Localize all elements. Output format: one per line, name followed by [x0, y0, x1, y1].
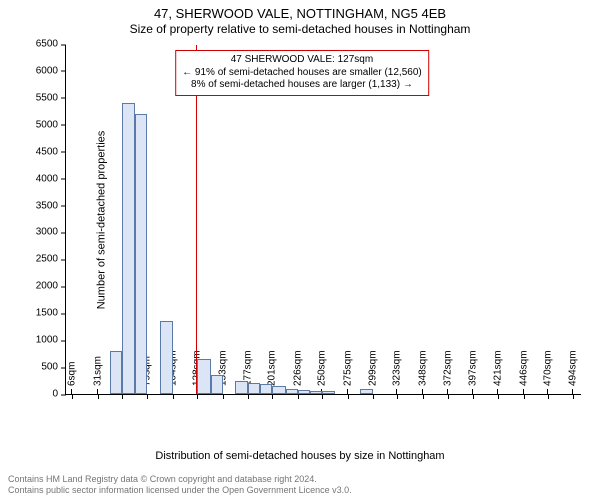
histogram-bar	[360, 389, 372, 394]
x-tick-mark	[322, 394, 323, 399]
x-tick-mark	[98, 394, 99, 399]
histogram-bar	[110, 351, 122, 394]
x-tick-mark	[147, 394, 148, 399]
footer-attribution: Contains HM Land Registry data © Crown c…	[8, 474, 352, 496]
x-tick-mark	[122, 394, 123, 399]
x-tick-mark	[524, 394, 525, 399]
x-tick: 31sqm	[92, 356, 103, 394]
x-tick: 372sqm	[442, 350, 453, 394]
histogram-bar	[272, 386, 285, 394]
annotation-box: 47 SHERWOOD VALE: 127sqm← 91% of semi-de…	[175, 50, 429, 96]
y-tick: 4500	[36, 146, 66, 157]
x-tick: 348sqm	[417, 350, 428, 394]
y-axis-label: Number of semi-detached properties	[95, 131, 107, 310]
histogram-bar	[235, 381, 247, 394]
histogram-bar	[322, 391, 334, 394]
y-tick: 3000	[36, 227, 66, 238]
x-tick: 323sqm	[392, 350, 403, 394]
y-tick: 2000	[36, 281, 66, 292]
y-tick: 0	[52, 389, 66, 400]
annotation-line: ← 91% of semi-detached houses are smalle…	[182, 67, 422, 80]
x-tick-mark	[173, 394, 174, 399]
x-tick-mark	[498, 394, 499, 399]
histogram-bar	[135, 114, 147, 394]
x-tick: 421sqm	[492, 350, 503, 394]
footer-line1: Contains HM Land Registry data © Crown c…	[8, 474, 352, 485]
histogram-bar	[122, 103, 134, 394]
property-marker-line	[196, 45, 197, 394]
x-tick: 250sqm	[317, 350, 328, 394]
x-tick: 299sqm	[367, 350, 378, 394]
x-tick: 275sqm	[343, 350, 354, 394]
histogram-bar	[160, 321, 172, 394]
chart-title-line1: 47, SHERWOOD VALE, NOTTINGHAM, NG5 4EB	[0, 6, 600, 21]
footer-line2: Contains public sector information licen…	[8, 485, 352, 496]
plot-area: 0500100015002000250030003500400045005000…	[65, 45, 581, 395]
x-tick-mark	[397, 394, 398, 399]
histogram-bar	[248, 383, 260, 394]
x-tick-mark	[548, 394, 549, 399]
y-tick: 5000	[36, 119, 66, 130]
histogram-bar	[197, 359, 210, 394]
x-tick-mark	[573, 394, 574, 399]
x-tick: 397sqm	[468, 350, 479, 394]
y-tick: 1000	[36, 335, 66, 346]
chart-title-line2: Size of property relative to semi-detach…	[0, 22, 600, 36]
x-tick-mark	[248, 394, 249, 399]
y-tick: 5500	[36, 92, 66, 103]
x-tick-mark	[272, 394, 273, 399]
histogram-bar	[260, 384, 272, 394]
y-tick: 1500	[36, 308, 66, 319]
y-tick: 3500	[36, 200, 66, 211]
x-tick-mark	[348, 394, 349, 399]
y-tick: 6000	[36, 65, 66, 76]
x-tick-mark	[298, 394, 299, 399]
x-tick: 470sqm	[543, 350, 554, 394]
y-tick: 6500	[36, 39, 66, 50]
x-tick-mark	[72, 394, 73, 399]
x-tick-mark	[197, 394, 198, 399]
y-tick: 2500	[36, 254, 66, 265]
x-tick-mark	[473, 394, 474, 399]
x-tick-mark	[423, 394, 424, 399]
x-tick: 6sqm	[67, 362, 78, 394]
x-tick: 226sqm	[292, 350, 303, 394]
histogram-bar	[310, 391, 322, 394]
x-axis-label: Distribution of semi-detached houses by …	[0, 450, 600, 462]
x-tick: 494sqm	[567, 350, 578, 394]
annotation-line: 8% of semi-detached houses are larger (1…	[182, 79, 422, 92]
x-tick-mark	[448, 394, 449, 399]
y-tick: 500	[41, 362, 66, 373]
x-tick: 446sqm	[518, 350, 529, 394]
histogram-bar	[211, 375, 223, 394]
x-tick-mark	[223, 394, 224, 399]
annotation-line: 47 SHERWOOD VALE: 127sqm	[182, 54, 422, 67]
x-tick-mark	[373, 394, 374, 399]
histogram-bar	[298, 390, 310, 394]
y-tick: 4000	[36, 173, 66, 184]
histogram-bar	[286, 389, 298, 394]
